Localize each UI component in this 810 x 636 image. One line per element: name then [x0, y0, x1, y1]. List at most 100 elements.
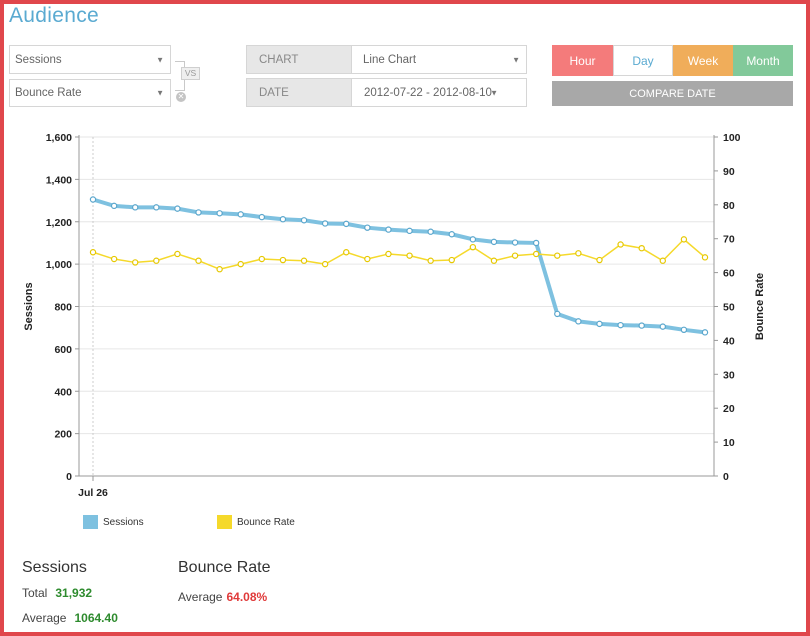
y-tick-label-left: 1,000: [46, 259, 72, 271]
legend-swatch-bounce-rate: [217, 515, 232, 529]
sessions-summary-title: Sessions: [22, 559, 87, 576]
data-point-bounce-rate: [638, 244, 645, 252]
month-button[interactable]: Month: [733, 45, 793, 76]
data-point-bounce-rate: [617, 241, 624, 248]
data-point-sessions: [596, 320, 603, 328]
y-axis-title-left: Sessions: [23, 282, 35, 330]
data-point-sessions: [258, 213, 266, 221]
data-point-bounce-rate: [364, 255, 371, 263]
data-point-sessions: [659, 323, 666, 330]
chevron-down-icon: ▼: [156, 55, 164, 64]
data-point-bounce-rate: [385, 250, 392, 258]
data-point-bounce-rate: [195, 257, 202, 264]
data-point-bounce-rate: [89, 249, 97, 256]
week-button[interactable]: Week: [673, 45, 733, 76]
y-tick-label-right: 100: [723, 132, 741, 144]
data-point-sessions: [406, 227, 413, 235]
chart-type-value: Line Chart: [363, 53, 417, 66]
data-point-bounce-rate: [511, 252, 519, 259]
y-tick-label-right: 0: [723, 471, 729, 483]
primary-metric-value: Sessions: [15, 53, 62, 66]
data-point-sessions: [153, 204, 160, 211]
data-point-bounce-rate: [554, 252, 561, 259]
sessions-average-row: Average 1064.40: [22, 611, 118, 625]
data-point-bounce-rate: [258, 255, 266, 263]
x-tick-label: Jul 26: [78, 487, 108, 499]
chevron-down-icon: ▼: [512, 55, 520, 64]
data-point-bounce-rate: [575, 250, 582, 257]
data-point-bounce-rate: [321, 260, 329, 268]
y-tick-label-left: 200: [54, 429, 72, 441]
bounce-rate-summary-title: Bounce Rate: [178, 559, 271, 576]
secondary-metric-select[interactable]: Bounce Rate ▼: [9, 79, 171, 107]
data-point-bounce-rate: [659, 257, 666, 264]
y-tick-label-right: 70: [723, 234, 735, 246]
y-tick-label-left: 1,200: [46, 217, 72, 229]
data-point-bounce-rate: [110, 255, 118, 263]
legend-item-sessions[interactable]: Sessions: [83, 515, 144, 529]
chart-label: CHART: [246, 45, 352, 74]
remove-icon[interactable]: ✕: [176, 92, 186, 102]
data-point-sessions: [216, 210, 223, 217]
y-tick-label-left: 1,400: [46, 174, 72, 186]
data-point-sessions: [132, 204, 139, 211]
date-range-value: 2012-07-22 - 2012-08-10: [364, 86, 492, 99]
data-point-bounce-rate: [596, 256, 603, 264]
bounce-rate-average-value: 64.08%: [226, 590, 268, 604]
data-point-sessions: [321, 220, 329, 227]
day-button[interactable]: Day: [613, 45, 673, 76]
date-label: DATE: [246, 78, 352, 107]
data-point-sessions: [554, 310, 561, 318]
data-point-sessions: [300, 217, 308, 224]
data-point-sessions: [364, 224, 371, 231]
y-tick-label-right: 80: [723, 200, 735, 212]
sessions-average-label: Average: [22, 611, 67, 625]
legend-item-bounce-rate[interactable]: Bounce Rate: [217, 515, 295, 529]
chart-type-select[interactable]: Line Chart ▼: [351, 45, 527, 74]
data-point-bounce-rate: [532, 250, 540, 258]
series-line-sessions: [92, 197, 706, 335]
bounce-rate-average-label: Average: [178, 590, 223, 604]
data-point-bounce-rate: [448, 256, 455, 264]
data-point-sessions: [511, 239, 519, 246]
sessions-total-value: 31,932: [55, 586, 93, 600]
data-point-bounce-rate: [216, 266, 223, 273]
date-range-picker[interactable]: 2012-07-22 - 2012-08-10 ▼: [351, 78, 527, 107]
y-tick-label-right: 40: [723, 335, 735, 347]
y-tick-label-right: 90: [723, 166, 735, 178]
y-tick-label-left: 600: [54, 344, 72, 356]
data-point-bounce-rate: [701, 254, 709, 261]
data-point-bounce-rate: [343, 249, 350, 256]
y-axis-title-right: Bounce Rate: [754, 273, 766, 340]
data-point-bounce-rate: [279, 256, 287, 264]
data-point-bounce-rate: [300, 257, 308, 264]
data-point-sessions: [680, 326, 688, 334]
legend-swatch-sessions: [83, 515, 98, 529]
data-point-sessions: [279, 216, 287, 223]
data-point-sessions: [448, 231, 455, 238]
primary-metric-select[interactable]: Sessions ▼: [9, 45, 171, 74]
data-point-sessions: [343, 220, 350, 228]
data-point-bounce-rate: [490, 257, 498, 264]
secondary-metric-value: Bounce Rate: [15, 87, 82, 99]
data-point-sessions: [575, 318, 582, 325]
y-tick-label-left: 1,600: [46, 132, 72, 144]
compare-date-button[interactable]: COMPARE DATE: [552, 81, 793, 106]
data-point-bounce-rate: [237, 260, 244, 268]
data-point-sessions: [385, 226, 392, 233]
data-point-bounce-rate: [680, 236, 688, 243]
data-point-sessions: [195, 209, 202, 216]
y-tick-label-right: 10: [723, 437, 735, 449]
legend-label-bounce-rate: Bounce Rate: [237, 516, 295, 528]
y-tick-label-left: 800: [54, 302, 72, 314]
data-point-sessions: [237, 211, 244, 218]
y-tick-label-right: 20: [723, 403, 735, 415]
vs-label: VS: [181, 67, 200, 80]
y-tick-label-left: 0: [66, 471, 72, 483]
y-tick-label-right: 30: [723, 369, 735, 381]
hour-button[interactable]: Hour: [552, 45, 613, 76]
data-point-bounce-rate: [469, 243, 477, 251]
sessions-average-value: 1064.40: [74, 611, 118, 625]
